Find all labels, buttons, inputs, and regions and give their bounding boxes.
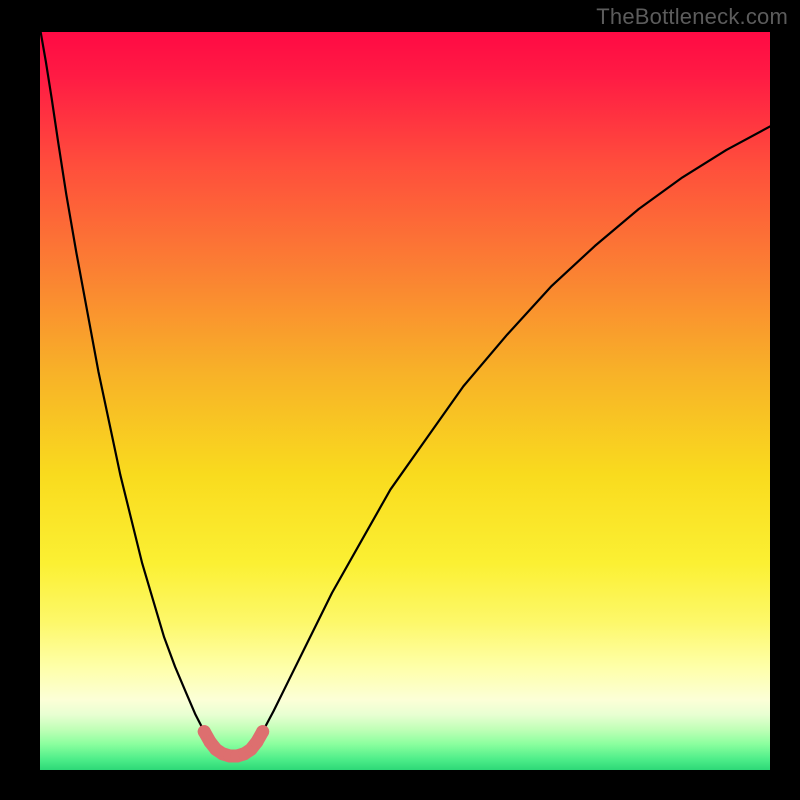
plot-area [40, 32, 770, 770]
outer-frame: TheBottleneck.com [0, 0, 800, 800]
watermark-text: TheBottleneck.com [596, 4, 788, 30]
gradient-background [40, 32, 770, 770]
chart-svg [40, 32, 770, 770]
valley-marker [256, 725, 269, 738]
